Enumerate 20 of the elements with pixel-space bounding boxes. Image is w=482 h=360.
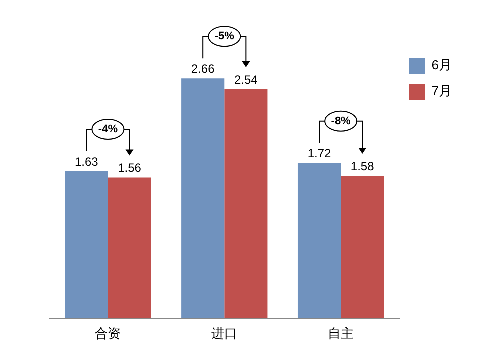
bar bbox=[182, 78, 225, 318]
data-label: 1.58 bbox=[350, 159, 375, 174]
bar bbox=[65, 171, 108, 318]
data-label: 1.63 bbox=[74, 154, 99, 169]
x-tick-label: 自主 bbox=[328, 326, 354, 341]
data-label: 1.56 bbox=[118, 161, 142, 176]
data-label: 2.54 bbox=[234, 72, 258, 87]
x-tick-label: 进口 bbox=[212, 326, 238, 341]
legend-label: 6月 bbox=[432, 58, 452, 73]
bar bbox=[224, 89, 268, 318]
data-label: 2.66 bbox=[191, 62, 216, 76]
data-label: 1.72 bbox=[308, 146, 332, 161]
bar bbox=[108, 178, 152, 318]
annotation: -4% bbox=[98, 124, 118, 136]
annotation: -8% bbox=[331, 115, 352, 128]
legend-label: 7月 bbox=[432, 84, 452, 99]
bar bbox=[298, 163, 342, 318]
bar bbox=[341, 176, 384, 318]
text: -5% bbox=[214, 30, 235, 43]
x-tick-label: 合资 bbox=[95, 326, 122, 341]
